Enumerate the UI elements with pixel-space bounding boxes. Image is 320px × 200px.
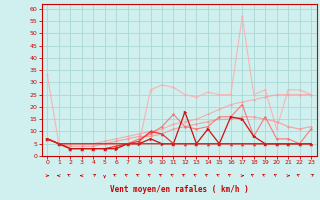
X-axis label: Vent moyen/en rafales ( km/h ): Vent moyen/en rafales ( km/h ) bbox=[110, 185, 249, 194]
